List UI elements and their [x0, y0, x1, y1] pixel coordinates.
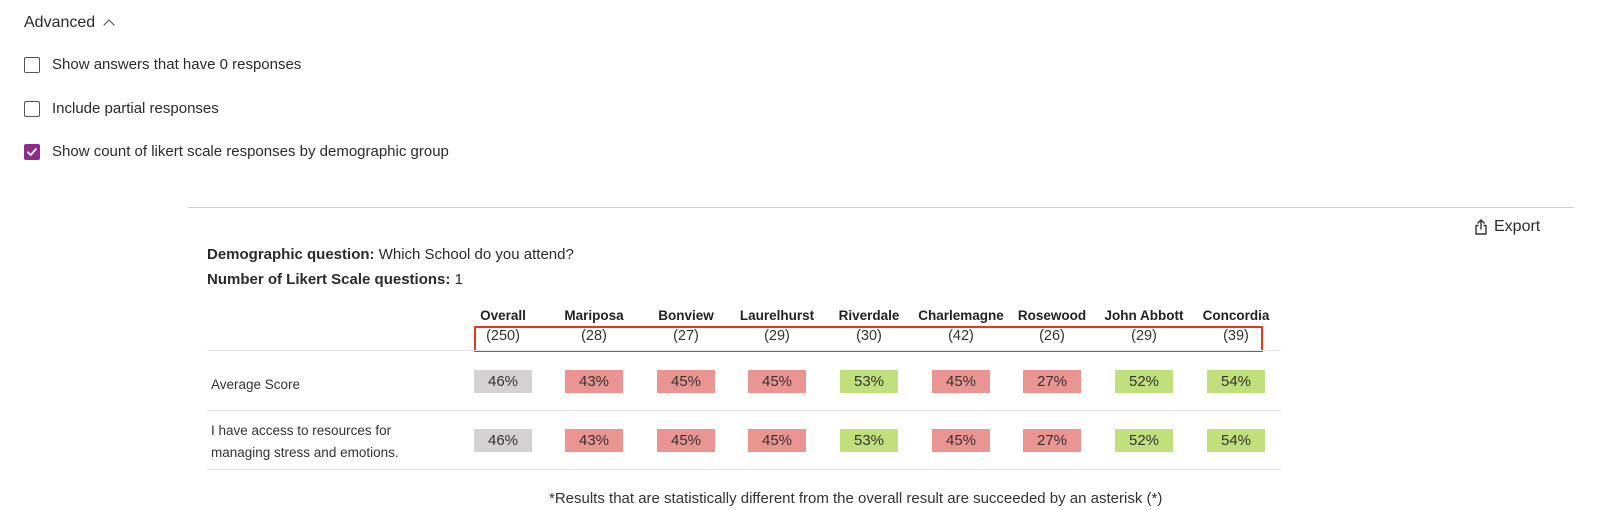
row-divider	[207, 350, 1281, 351]
divider	[188, 207, 1574, 208]
column-header: Bonview	[658, 308, 714, 323]
score-cell: 45%	[748, 429, 806, 452]
score-cell: 52%	[1115, 429, 1173, 452]
column-count: (27)	[673, 328, 699, 344]
score-cell: 45%	[932, 429, 990, 452]
option-label: Show answers that have 0 responses	[52, 56, 302, 73]
column-count: (29)	[1131, 328, 1157, 344]
option-show-zero-responses[interactable]: Show answers that have 0 responses	[24, 56, 301, 73]
column-header: John Abbott	[1104, 308, 1184, 323]
score-cell: 45%	[748, 370, 806, 393]
column-header: Concordia	[1202, 308, 1270, 323]
chevron-up-icon	[103, 19, 115, 31]
score-cell: 52%	[1115, 370, 1173, 393]
column-count: (39)	[1223, 328, 1249, 344]
score-cell: 45%	[932, 370, 990, 393]
column-count: (30)	[856, 328, 882, 344]
demographic-question-label: Demographic question:	[207, 246, 375, 263]
checkbox-show-zero-responses[interactable]	[24, 56, 40, 73]
column-header: Rosewood	[1017, 308, 1087, 323]
score-cell: 54%	[1207, 370, 1265, 393]
score-cell: 53%	[840, 429, 898, 452]
option-show-likert-count[interactable]: Show count of likert scale responses by …	[24, 143, 449, 160]
column-header: Charlemagne	[918, 308, 1004, 323]
export-label: Export	[1494, 218, 1541, 235]
score-cell: 27%	[1023, 429, 1081, 452]
score-cell: 45%	[657, 429, 715, 452]
column-count: (26)	[1039, 328, 1065, 344]
row-divider	[207, 410, 1281, 411]
score-cell: 46%	[474, 429, 532, 452]
likert-count-label: Number of Likert Scale questions:	[207, 271, 451, 288]
option-label: Show count of likert scale responses by …	[52, 143, 449, 160]
checkbox-include-partial[interactable]	[24, 100, 40, 117]
column-count: (250)	[486, 328, 520, 344]
checkmark-icon	[27, 147, 37, 156]
column-count: (42)	[948, 328, 974, 344]
score-cell: 43%	[565, 429, 623, 452]
column-header: Overall	[480, 308, 526, 323]
score-cell: 54%	[1207, 429, 1265, 452]
row-label: I have access to resources for	[211, 423, 392, 438]
demographic-question: Demographic question: Which School do yo…	[207, 246, 574, 263]
row-label: managing stress and emotions.	[211, 445, 399, 460]
option-label: Include partial responses	[52, 100, 219, 117]
export-button[interactable]: Export	[1474, 218, 1540, 236]
footnote: *Results that are statistically differen…	[549, 490, 1163, 507]
score-cell: 43%	[565, 370, 623, 393]
counts-highlight-box	[474, 326, 1263, 352]
column-count: (28)	[581, 328, 607, 344]
row-divider	[207, 469, 1281, 470]
score-cell: 45%	[657, 370, 715, 393]
likert-count: Number of Likert Scale questions: 1	[207, 271, 463, 288]
share-export-icon	[1475, 219, 1487, 235]
likert-count-value: 1	[454, 271, 463, 288]
column-header: Riverdale	[838, 308, 900, 323]
option-include-partial[interactable]: Include partial responses	[24, 100, 219, 117]
checkbox-show-likert-count[interactable]	[24, 143, 40, 160]
score-cell: 27%	[1023, 370, 1081, 393]
column-header: Mariposa	[564, 308, 624, 323]
advanced-label: Advanced	[24, 14, 96, 31]
demographic-question-value: Which School do you attend?	[378, 246, 574, 263]
column-count: (29)	[764, 328, 790, 344]
advanced-toggle[interactable]: Advanced	[24, 14, 115, 32]
row-label: Average Score	[211, 377, 301, 392]
score-cell: 53%	[840, 370, 898, 393]
column-header: Laurelhurst	[739, 308, 815, 323]
score-cell: 46%	[474, 370, 532, 393]
